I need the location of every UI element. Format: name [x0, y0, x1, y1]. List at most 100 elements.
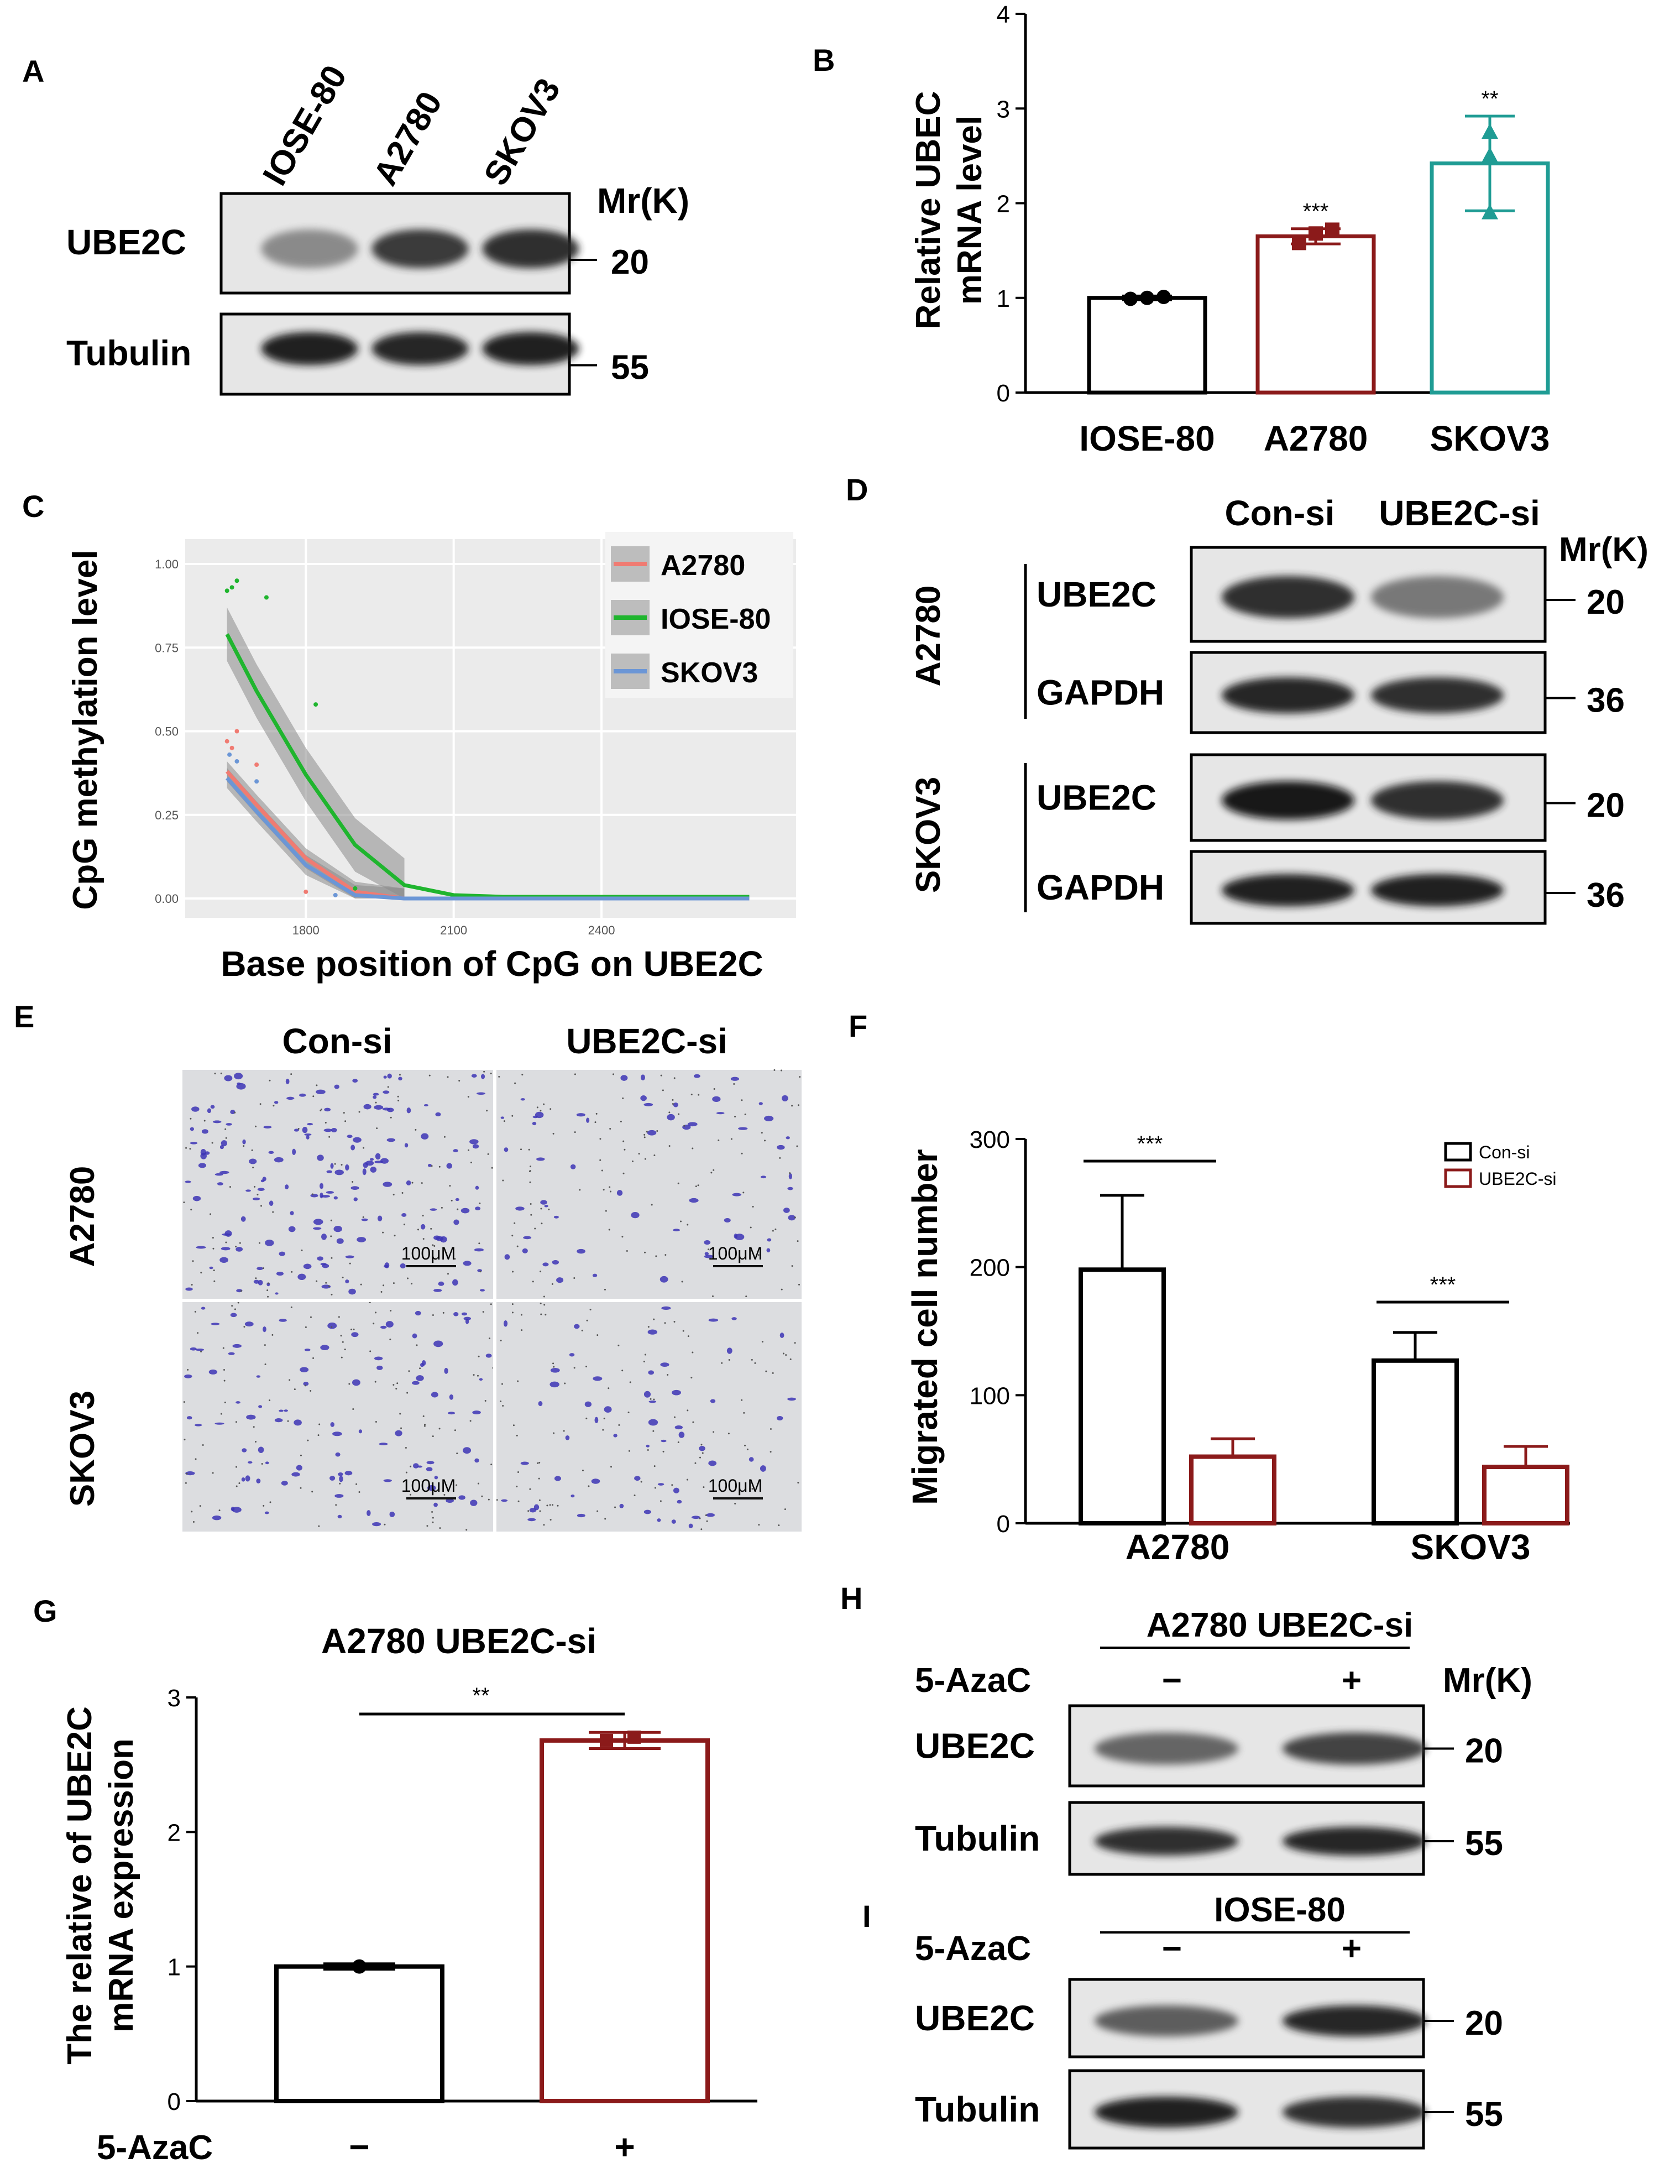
chart-f-legend-swatch [1444, 1142, 1472, 1162]
micrograph-cell [760, 1465, 766, 1472]
micrograph-cell [302, 1126, 308, 1133]
micrograph-pore [794, 1342, 796, 1344]
micrograph-cell [377, 1215, 383, 1221]
micrograph-cell [265, 1239, 274, 1246]
micrograph-pore [573, 1277, 575, 1279]
chart-c-point [254, 779, 259, 784]
micrograph-pore [422, 1215, 424, 1217]
micrograph-pore [421, 1182, 423, 1184]
micrograph-pore [621, 1236, 624, 1238]
micrograph-cell [286, 1096, 295, 1100]
micrograph-cell [384, 1265, 389, 1268]
micrograph-pore [646, 1131, 648, 1133]
micrograph-pore [706, 1520, 708, 1522]
micrograph-pore [312, 1193, 314, 1195]
micrograph-cell [200, 1149, 206, 1156]
micrograph-cell [338, 1472, 343, 1476]
micrograph-pore [530, 1214, 532, 1216]
micrograph-cell [370, 1158, 374, 1161]
blot-i-band [1095, 2097, 1238, 2128]
micrograph-pore [229, 1186, 231, 1188]
micrograph-cell [500, 1116, 505, 1119]
blot-a-band [482, 229, 579, 268]
micrograph-pore [491, 1167, 493, 1169]
micrograph-cell [380, 1325, 387, 1329]
micrograph-cell [455, 1198, 459, 1201]
micrograph-cell [458, 1495, 465, 1500]
micrograph-pore [496, 1499, 498, 1501]
blot-a-band [261, 332, 358, 365]
blot-a-mw-label: 55 [611, 349, 649, 387]
micrograph-pore [596, 1334, 599, 1336]
micrograph-pore [668, 1145, 671, 1147]
micrograph-pore [363, 1147, 365, 1149]
micrograph-pore [396, 1382, 399, 1384]
micrograph-cell [640, 1095, 647, 1101]
micrograph-pore [479, 1202, 481, 1204]
micrograph-cell [294, 1419, 302, 1426]
micrograph-pore [601, 1169, 603, 1172]
micrograph-cell [274, 1418, 283, 1423]
micrograph-pore [467, 1096, 469, 1098]
micrograph-cell [331, 1127, 337, 1133]
micrograph-cell [648, 1370, 655, 1375]
micrograph-pore [797, 1482, 799, 1484]
micrograph-pore [343, 1112, 345, 1114]
micrograph-pore [451, 1199, 453, 1201]
micrograph-cell [591, 1478, 600, 1484]
micrograph-pore [744, 1113, 746, 1115]
micrograph-cell [395, 1430, 402, 1436]
micrograph-cell [404, 1143, 409, 1148]
micrograph-cell [576, 1113, 585, 1117]
micrograph-cell [274, 1101, 279, 1104]
micrograph-pore [703, 1486, 705, 1488]
micrograph-pore [653, 1398, 655, 1401]
micrograph-cell [284, 1409, 288, 1412]
micrograph-pore [203, 1120, 206, 1122]
micrograph-cell [767, 1238, 772, 1242]
micrograph-scalebar-label: 100μM [401, 1476, 456, 1496]
panel-letter-h: H [840, 1581, 862, 1616]
micrograph-cell [201, 1307, 206, 1310]
micrograph-pore [638, 1153, 640, 1155]
micrograph-pore [213, 1269, 215, 1272]
micrograph-cell [647, 1130, 657, 1136]
micrograph-pore [312, 1357, 315, 1359]
blot-h-row-label: UBE2C [915, 1726, 1035, 1766]
chart-g-point [627, 1730, 641, 1744]
micrograph-pore [744, 1444, 746, 1446]
micrograph-cell [387, 1073, 392, 1079]
micrograph-cell [350, 1186, 359, 1190]
micrograph-cell [244, 1321, 254, 1327]
chart-b-y-tick-label: 0 [997, 380, 1010, 407]
micrograph-pore [383, 1284, 385, 1287]
micrograph-cell [297, 1273, 306, 1281]
chart-c-legend-label: IOSE-80 [661, 603, 771, 635]
micrograph-cell [485, 1354, 492, 1358]
micrograph-pore [690, 1094, 693, 1096]
micrograph-pore [431, 1511, 433, 1513]
micrograph-pore [517, 1380, 519, 1382]
micrograph-cell [554, 1476, 562, 1481]
micrograph-cell [383, 1075, 387, 1079]
micrograph-pore [330, 1219, 332, 1221]
micrograph-cell [706, 1513, 715, 1517]
micrograph-cell [373, 1095, 377, 1099]
micrograph-cell [640, 1074, 645, 1081]
chart-f-y-label: Migrated cell number [905, 1149, 945, 1505]
micrograph-cell [201, 1129, 208, 1134]
micrograph-pore [655, 1255, 657, 1257]
micrograph-pore [478, 1355, 480, 1357]
micrograph-pore [540, 1302, 542, 1304]
micrograph-pore [373, 1323, 375, 1325]
micrograph-cell [383, 1107, 391, 1111]
micrograph-cell [279, 1319, 287, 1322]
micrograph-pore [411, 1182, 414, 1184]
micrograph-pore [687, 1409, 689, 1412]
chart-g-title: A2780 UBE2C-si [321, 1621, 596, 1661]
micrograph-cell [398, 1077, 402, 1081]
micrograph-pore [350, 1329, 353, 1331]
micrograph-pore [698, 1094, 700, 1096]
micrograph-cell [787, 1397, 796, 1401]
